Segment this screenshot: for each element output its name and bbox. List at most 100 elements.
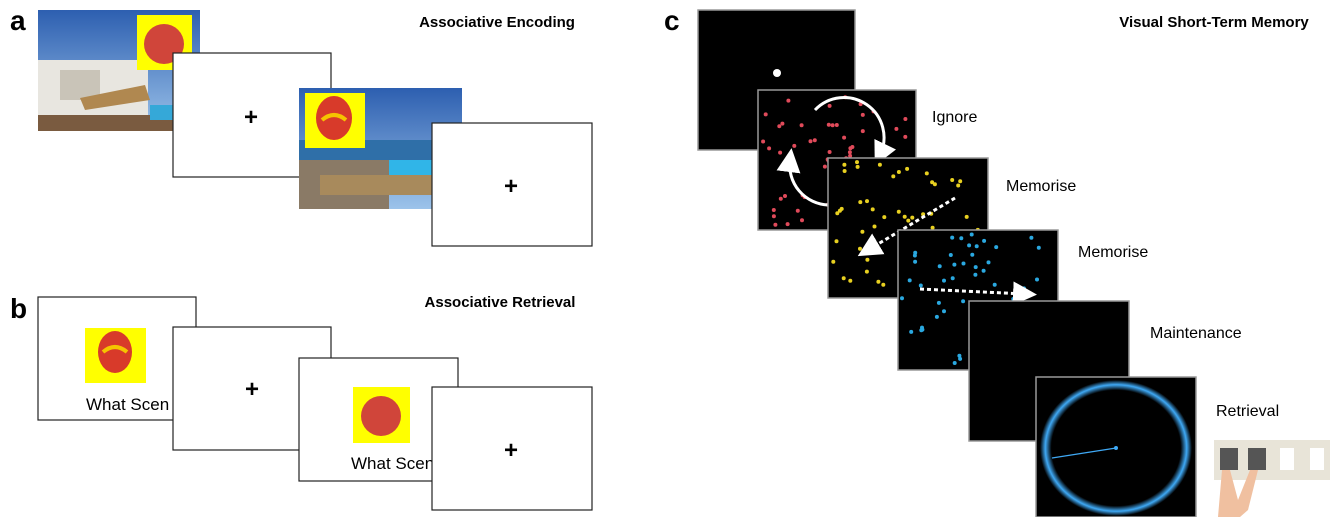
- dot: [780, 121, 785, 126]
- dot: [900, 296, 904, 301]
- dot: [891, 174, 896, 179]
- dot: [785, 222, 790, 227]
- panel-label: a: [10, 5, 26, 36]
- dot: [950, 276, 955, 281]
- dot: [973, 272, 978, 277]
- dot: [855, 160, 859, 165]
- dot: [909, 329, 914, 334]
- dot: [778, 150, 783, 155]
- dot: [924, 171, 929, 176]
- dot: [942, 309, 946, 314]
- dot: [778, 196, 783, 201]
- dot: [848, 153, 853, 158]
- dot: [831, 259, 836, 264]
- dot: [950, 178, 955, 182]
- dot: [822, 164, 827, 169]
- dot: [896, 170, 901, 174]
- fixation-frame: [431, 122, 593, 247]
- dot: [982, 238, 987, 243]
- panel-label: c: [664, 5, 680, 36]
- dot: [842, 162, 847, 167]
- dot: [905, 166, 910, 171]
- dot: [795, 208, 800, 213]
- dot: [800, 218, 804, 223]
- panel-title: Associative Encoding: [419, 14, 575, 31]
- dot: [808, 139, 813, 144]
- dot: [952, 361, 957, 365]
- dot: [994, 245, 999, 250]
- dot: [860, 229, 865, 234]
- panel-title: Visual Short-Term Memory: [1119, 14, 1309, 31]
- dot: [858, 200, 863, 205]
- dot: [783, 194, 787, 198]
- response-keys: [1214, 440, 1330, 517]
- dot: [761, 139, 766, 144]
- dot: [970, 252, 975, 257]
- fixation-cross: +: [244, 104, 258, 131]
- step-label: Ignore: [932, 109, 977, 126]
- dot: [937, 264, 942, 269]
- dot: [850, 145, 855, 149]
- step-label: Maintenance: [1150, 325, 1242, 342]
- dot: [767, 146, 772, 151]
- fixation-frame: [431, 386, 593, 511]
- dot: [834, 239, 839, 244]
- dot: [826, 122, 831, 127]
- dot: [948, 253, 953, 257]
- step-label: Memorise: [1006, 178, 1076, 195]
- dot: [907, 278, 912, 283]
- dot: [964, 214, 969, 219]
- dot: [872, 224, 877, 229]
- dot: [792, 143, 797, 148]
- dot: [961, 299, 966, 304]
- panel-title: Associative Retrieval: [425, 294, 576, 311]
- question: What Scen: [351, 454, 434, 473]
- dot: [930, 180, 935, 185]
- apple: [361, 396, 401, 436]
- dot: [952, 262, 957, 267]
- dot: [958, 356, 963, 361]
- dot: [860, 112, 865, 117]
- dot: [841, 276, 846, 281]
- dot: [855, 164, 860, 169]
- dot: [799, 123, 804, 128]
- dot: [932, 182, 937, 187]
- dot: [920, 325, 924, 330]
- dot: [903, 134, 908, 139]
- dot: [973, 265, 978, 270]
- dot: [876, 279, 881, 284]
- dot: [961, 261, 966, 266]
- dot: [967, 243, 972, 248]
- dot: [950, 235, 955, 240]
- dot: [763, 112, 768, 117]
- dot: [827, 150, 832, 154]
- dot: [969, 232, 974, 237]
- dot: [906, 218, 911, 223]
- dot: [882, 215, 887, 220]
- dot: [981, 268, 986, 273]
- dot: [896, 209, 901, 214]
- dot: [773, 222, 778, 227]
- dot: [1036, 245, 1041, 250]
- dot: [1022, 286, 1026, 291]
- dot: [958, 179, 963, 184]
- dot: [777, 124, 782, 129]
- step-label: Memorise: [1078, 244, 1148, 261]
- dot: [864, 269, 869, 274]
- question: What Scen: [86, 395, 169, 414]
- dot: [918, 283, 923, 288]
- dot: [1029, 235, 1034, 240]
- step-label: Retrieval: [1216, 403, 1279, 420]
- dot: [771, 208, 776, 212]
- fixation-cross: +: [245, 376, 259, 403]
- dot: [877, 162, 882, 167]
- dot: [837, 208, 842, 213]
- dot: [786, 98, 791, 103]
- dot: [957, 353, 962, 358]
- dot: [812, 138, 817, 143]
- dot: [881, 282, 886, 287]
- dot: [771, 214, 776, 219]
- dot: [930, 225, 935, 230]
- dot: [834, 123, 839, 127]
